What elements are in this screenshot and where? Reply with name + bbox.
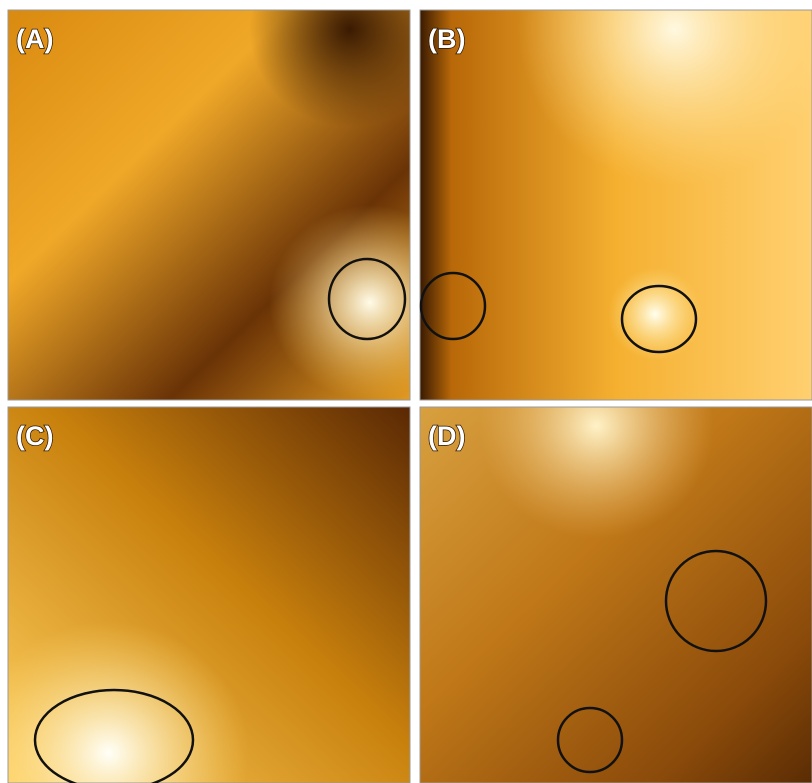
panel-highlight [8, 407, 410, 783]
panel-highlight [8, 10, 410, 400]
panel-c: (C) [8, 407, 410, 783]
afm-figure: (A) (B) (C) (D) [0, 0, 812, 783]
panel-label: (A) [16, 24, 53, 54]
panel-highlight [420, 407, 812, 783]
panel-label: (C) [16, 421, 53, 451]
panel-spot [420, 10, 812, 400]
panel-b: (B) [420, 10, 812, 400]
panel-a: (A) [8, 10, 410, 400]
panel-d: (D) [420, 407, 812, 783]
panel-label: (B) [428, 24, 465, 54]
panel-label: (D) [428, 421, 465, 451]
